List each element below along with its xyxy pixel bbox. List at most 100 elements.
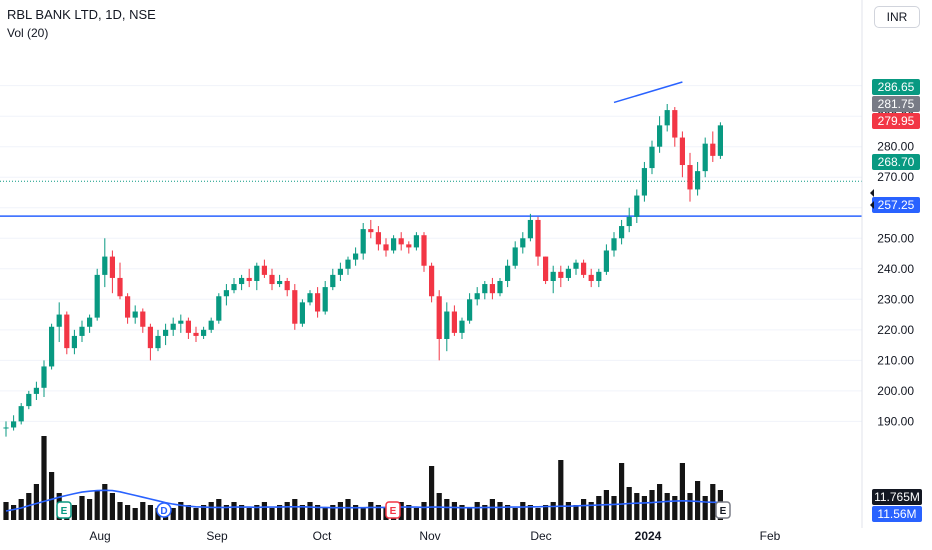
candle-body: [421, 235, 427, 266]
dividend-marker[interactable]: D: [156, 502, 172, 518]
candle-body: [695, 171, 701, 190]
price-tag: 281.75: [872, 96, 920, 112]
volume-indicator-label[interactable]: Vol (20): [7, 26, 49, 40]
price-tag-label: 281.75: [878, 97, 915, 111]
time-tick-label: 2024: [635, 529, 662, 543]
symbol-title[interactable]: RBL BANK LTD, 1D, NSE: [7, 7, 156, 22]
candle-body: [299, 302, 305, 324]
volume-bar: [94, 490, 100, 520]
price-tick-label: 240.00: [877, 262, 914, 276]
candle-body: [375, 232, 381, 245]
candle-body: [505, 265, 511, 281]
candle-body: [596, 271, 602, 281]
trend-line-segment[interactable]: [613, 81, 683, 104]
candle-body: [679, 137, 685, 166]
candle-body: [87, 317, 93, 327]
time-tick-label: Nov: [419, 529, 440, 543]
time-tick-label: Feb: [760, 529, 781, 543]
volume-bar: [398, 502, 404, 520]
volume-bar: [239, 505, 245, 520]
volume-bar: [505, 505, 511, 520]
price-tag-bg: [872, 154, 920, 170]
candle-body: [71, 335, 77, 349]
price-tag-bg: [872, 113, 920, 129]
candle-body: [717, 125, 723, 156]
volume-bar: [634, 493, 640, 520]
candle-body: [163, 329, 169, 336]
candle-body: [193, 332, 199, 336]
candle-body: [535, 219, 541, 257]
candle-body: [337, 268, 343, 275]
volume-bar: [185, 505, 191, 520]
candle-body: [26, 393, 32, 407]
candle-body: [588, 274, 594, 281]
candle-body: [208, 320, 214, 330]
candles: [3, 103, 723, 437]
candle-body: [672, 110, 678, 138]
volume-bar: [140, 502, 146, 520]
candle-body: [641, 168, 647, 196]
volume-bar: [550, 502, 556, 520]
candle-body: [11, 421, 17, 428]
currency-button[interactable]: INR: [874, 6, 920, 28]
candle-body: [178, 320, 184, 324]
price-tag-label: 257.25: [878, 198, 915, 212]
candle-body: [489, 284, 495, 294]
volume-bar: [79, 496, 85, 520]
volume-bar: [170, 508, 176, 520]
candle-body: [702, 143, 708, 172]
horizontal-support-line[interactable]: [0, 180, 862, 217]
candle-body: [558, 271, 564, 278]
volume-bar: [702, 496, 708, 520]
volume-bar: [322, 508, 328, 520]
volume-bar: [641, 496, 647, 520]
candle-body: [611, 238, 617, 251]
earnings-icon: [56, 501, 72, 519]
candle-body: [132, 311, 138, 318]
candle-body: [474, 293, 480, 300]
volume-bar: [375, 505, 381, 520]
candle-body: [345, 259, 351, 269]
candle-body: [710, 143, 716, 156]
candle-body: [18, 406, 24, 422]
volume-bar: [444, 499, 450, 520]
volume-bar: [299, 505, 305, 520]
volume-bar: [451, 502, 457, 520]
candle-body: [254, 265, 260, 281]
volume-bar: [109, 493, 115, 520]
volume-bar: [269, 508, 275, 520]
price-tags: 286.65 281.75 279.95 268.70 257.25 11.765M 11.…: [870, 79, 922, 522]
price-pointer-icon: [870, 201, 874, 209]
candle-body: [109, 256, 115, 278]
candle-body: [277, 280, 283, 285]
candle-body: [117, 277, 123, 297]
volume-bar: [125, 505, 131, 520]
candle-body: [603, 250, 609, 272]
earnings-marker[interactable]: E: [385, 501, 401, 519]
candle-body: [246, 277, 252, 281]
candle-body: [315, 293, 321, 312]
candle-body: [292, 290, 298, 324]
candle-body: [216, 296, 222, 321]
trend-line[interactable]: [613, 81, 683, 104]
volume-bar: [353, 505, 359, 520]
price-tag: 279.95: [872, 113, 920, 129]
price-tag-bg: [872, 197, 920, 213]
earnings-marker[interactable]: E: [715, 501, 731, 519]
candle-body: [391, 238, 397, 251]
volume-bar: [330, 505, 336, 520]
earnings-marker[interactable]: E: [56, 501, 72, 519]
volume-bar: [102, 484, 108, 520]
price-tick-label: 280.00: [877, 140, 914, 154]
volume-bar: [307, 502, 313, 520]
time-axis[interactable]: Aug Sep Oct Nov Dec 2024 Feb: [89, 529, 780, 543]
candle-body: [269, 274, 275, 285]
marker-letter: E: [720, 506, 727, 517]
candle-body: [261, 265, 267, 275]
volume-bar: [337, 502, 343, 520]
volume-bar: [41, 436, 47, 520]
volume-bar: [216, 499, 222, 520]
time-tick-label: Dec: [530, 529, 551, 543]
